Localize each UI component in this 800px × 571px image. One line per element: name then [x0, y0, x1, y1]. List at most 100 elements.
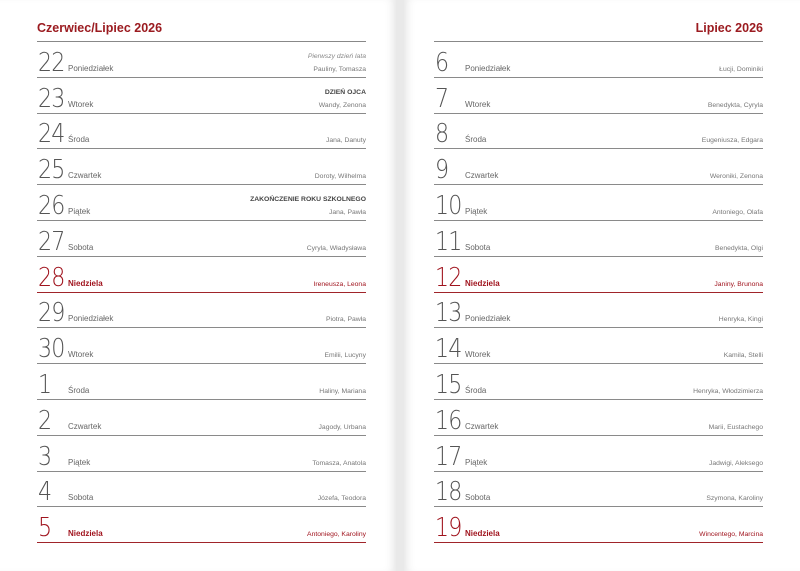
name-day: Emilii, Lucyny	[324, 352, 366, 360]
weekday-label: Niedziela	[68, 278, 103, 288]
day-number: 24	[38, 119, 65, 150]
name-day: Jagody, Urbana	[318, 423, 366, 431]
day-number: 1	[38, 369, 52, 400]
weekday-label: Środa	[465, 385, 487, 395]
weekday-label: Sobota	[465, 242, 491, 252]
weekday-label: Piątek	[68, 206, 91, 216]
day-number: 14	[435, 334, 462, 365]
name-day: Antoniego, Karoliny	[307, 531, 366, 539]
name-day: Weroniki, Zenona	[709, 173, 763, 181]
weekday-label: Wtorek	[68, 350, 94, 360]
weekday-label: Poniedziałek	[465, 314, 511, 324]
day-number: 2	[38, 405, 52, 436]
day-row[interactable]: 24 Środa Jana, Danuty	[37, 114, 366, 150]
day-row[interactable]: 29 Poniedziałek Piotra, Pawła	[37, 293, 366, 329]
day-row[interactable]: 1 Środa Haliny, Mariana	[37, 364, 366, 400]
name-day: Szymona, Karoliny	[706, 495, 763, 503]
day-row[interactable]: 8 Środa Eugeniusza, Edgara	[434, 114, 763, 150]
day-row[interactable]: 12 Niedziela Janiny, Brunona	[434, 257, 763, 293]
header-divider	[37, 41, 366, 42]
event-label: ZAKOŃCZENIE ROKU SZKOLNEGO	[250, 195, 366, 203]
weekday-label: Środa	[465, 135, 487, 145]
name-day: Pauliny, Tomasza	[313, 65, 366, 73]
weekday-label: Sobota	[68, 242, 94, 252]
weekday-label: Niedziela	[465, 529, 500, 539]
day-row[interactable]: 23 Wtorek Wandy, Zenona DZIEŃ OJCA	[37, 78, 366, 114]
day-row[interactable]: 15 Środa Henryka, Włodzimierza	[434, 364, 763, 400]
name-day: Eugeniusza, Edgara	[701, 137, 763, 145]
day-number: 6	[435, 47, 449, 78]
weekday-label: Sobota	[68, 493, 94, 503]
name-day: Cyryla, Władysława	[306, 244, 366, 252]
day-number: 11	[435, 226, 462, 257]
name-day: Benedykta, Olgi	[715, 244, 763, 252]
day-number: 16	[435, 405, 462, 436]
day-row[interactable]: 6 Poniedziałek Łucji, Dominiki	[434, 42, 763, 78]
day-row[interactable]: 28 Niedziela Ireneusza, Leona	[37, 257, 366, 293]
day-row[interactable]: 25 Czwartek Doroty, Wilhelma	[37, 149, 366, 186]
weekday-label: Piątek	[68, 457, 91, 467]
day-number: 17	[435, 441, 462, 472]
name-day: Jana, Pawła	[328, 208, 366, 216]
day-number: 9	[435, 155, 449, 186]
weekday-label: Środa	[68, 135, 90, 145]
day-row[interactable]: 13 Poniedziałek Henryka, Kingi	[434, 293, 763, 329]
day-row[interactable]: 4 Sobota Józefa, Teodora	[37, 472, 366, 508]
name-day: Jadwigi, Aleksego	[708, 459, 763, 467]
day-row[interactable]: 3 Piątek Tomasza, Anatola	[37, 436, 366, 472]
day-number: 13	[435, 298, 462, 329]
day-number: 4	[38, 477, 52, 508]
left-page: Czerwiec/Lipiec 2026 22 Poniedziałek Pauli…	[0, 0, 396, 571]
weekday-label: Sobota	[465, 493, 491, 503]
event-label: DZIEŃ OJCA	[324, 88, 366, 96]
day-number: 26	[38, 190, 65, 221]
day-row[interactable]: 30 Wtorek Emilii, Lucyny	[37, 328, 366, 365]
weekday-label: Czwartek	[68, 171, 102, 181]
weekday-label: Środa	[68, 385, 90, 395]
name-day: Piotra, Pawła	[325, 316, 366, 324]
day-row[interactable]: 18 Sobota Szymona, Karoliny	[434, 472, 763, 508]
day-number: 18	[435, 477, 462, 508]
day-number: 15	[435, 369, 462, 400]
day-number: 10	[435, 190, 462, 221]
day-number: 30	[38, 334, 65, 365]
day-row[interactable]: 9 Czwartek Weroniki, Zenona	[434, 149, 763, 186]
left-page-title: Czerwiec/Lipiec 2026	[37, 21, 163, 35]
weekday-label: Czwartek	[465, 171, 499, 181]
day-number: 3	[38, 441, 52, 472]
day-number: 23	[38, 83, 65, 114]
day-number: 8	[435, 119, 449, 150]
name-day: Henryka, Włodzimierza	[693, 387, 763, 395]
day-row[interactable]: 26 Piątek Jana, Pawła ZAKOŃCZENIE ROKU SZKO…	[37, 185, 366, 221]
day-row[interactable]: 14 Wtorek Kamila, Stelli	[434, 328, 763, 365]
day-number: 12	[435, 262, 462, 293]
day-row[interactable]: 22 Poniedziałek Pauliny, Tomasza Pierwszy d…	[37, 42, 366, 78]
day-number: 22	[38, 47, 65, 78]
weekday-label: Niedziela	[68, 529, 103, 539]
day-row[interactable]: 5 Niedziela Antoniego, Karoliny	[37, 507, 366, 544]
day-row[interactable]: 2 Czwartek Jagody, Urbana	[37, 400, 366, 436]
weekday-label: Wtorek	[465, 350, 491, 360]
weekday-label: Piątek	[465, 206, 488, 216]
day-row[interactable]: 17 Piątek Jadwigi, Aleksego	[434, 436, 763, 472]
weekday-label: Piątek	[465, 457, 488, 467]
day-number: 7	[435, 83, 449, 114]
weekday-label: Poniedziałek	[465, 63, 511, 73]
weekday-label: Niedziela	[465, 278, 500, 288]
name-day: Doroty, Wilhelma	[314, 173, 366, 181]
day-row[interactable]: 27 Sobota Cyryla, Władysława	[37, 221, 366, 257]
name-day: Marii, Eustachego	[708, 423, 763, 431]
day-row[interactable]: 19 Niedziela Wincentego, Marcina	[434, 507, 763, 544]
name-day: Tomasza, Anatola	[312, 459, 366, 467]
name-day: Kamila, Stelli	[723, 352, 763, 360]
weekday-label: Poniedziałek	[68, 314, 114, 324]
event-label: Pierwszy dzień lata	[307, 52, 366, 60]
day-number: 19	[435, 513, 462, 544]
day-row[interactable]: 11 Sobota Benedykta, Olgi	[434, 221, 763, 257]
day-row[interactable]: 16 Czwartek Marii, Eustachego	[434, 400, 763, 436]
header-divider	[434, 41, 763, 42]
day-row[interactable]: 7 Wtorek Benedykta, Cyryla	[434, 78, 763, 114]
weekday-label: Poniedziałek	[68, 63, 114, 73]
day-number: 27	[38, 226, 65, 257]
day-row[interactable]: 10 Piątek Antoniego, Olafa	[434, 185, 763, 221]
